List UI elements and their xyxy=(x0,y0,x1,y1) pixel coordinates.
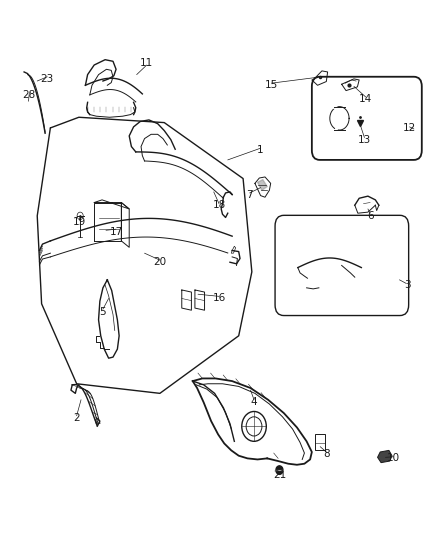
Text: 5: 5 xyxy=(99,307,106,317)
Bar xyxy=(315,434,325,450)
Text: 23: 23 xyxy=(41,74,54,84)
Text: 28: 28 xyxy=(23,90,36,100)
Text: 11: 11 xyxy=(140,58,153,68)
Text: 21: 21 xyxy=(274,471,287,480)
Circle shape xyxy=(276,466,283,474)
Text: 17: 17 xyxy=(110,227,123,237)
Text: 8: 8 xyxy=(323,449,330,459)
Text: 14: 14 xyxy=(359,94,372,103)
Text: 4: 4 xyxy=(251,398,258,407)
Polygon shape xyxy=(258,180,267,190)
Text: 19: 19 xyxy=(73,217,86,227)
Polygon shape xyxy=(378,450,392,463)
Text: 20: 20 xyxy=(153,257,166,267)
Text: 3: 3 xyxy=(404,280,411,290)
Text: 1: 1 xyxy=(257,146,264,155)
Text: 2: 2 xyxy=(73,414,80,423)
Text: 13: 13 xyxy=(358,135,371,144)
Text: 12: 12 xyxy=(403,123,416,133)
Text: 7: 7 xyxy=(246,190,253,199)
Text: 16: 16 xyxy=(212,294,226,303)
Text: 15: 15 xyxy=(265,80,278,90)
Text: 18: 18 xyxy=(212,200,226,210)
Text: 6: 6 xyxy=(367,211,374,221)
Text: 10: 10 xyxy=(387,454,400,463)
